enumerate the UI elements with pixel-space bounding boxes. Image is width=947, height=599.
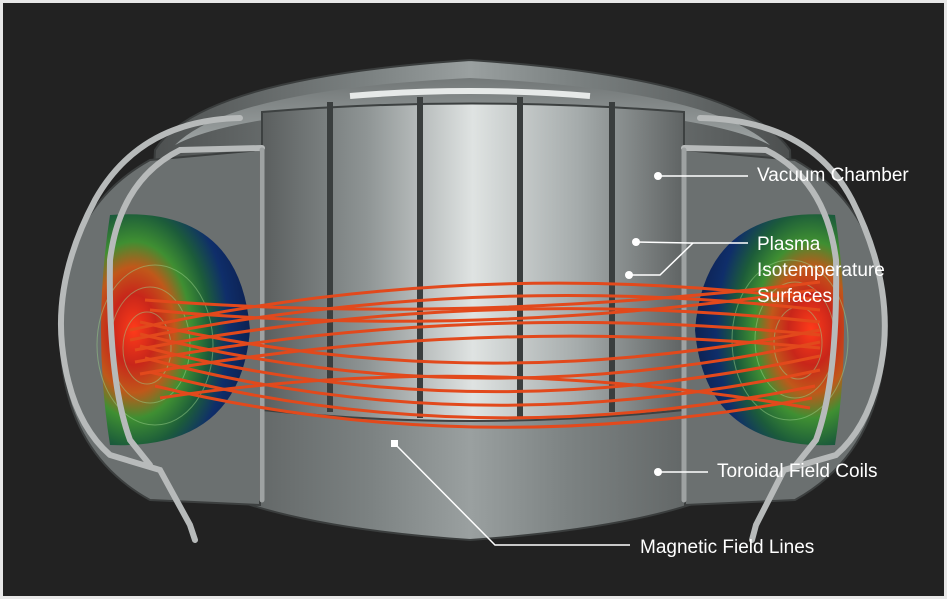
plasma-label-line-1: Plasma <box>757 234 821 255</box>
toroidal-field-coils <box>57 115 888 543</box>
magnetic-field-lines <box>129 280 821 429</box>
plasma-label-line-2: Isotemperature <box>757 260 885 281</box>
callout-lines <box>394 175 748 546</box>
callout-dots <box>391 172 662 476</box>
toroidal-field-coils-label: Toroidal Field Coils <box>717 459 878 485</box>
magnetic-field-lines-text: Magnetic Field Lines <box>640 537 815 558</box>
toroidal-field-coils-text: Toroidal Field Coils <box>717 461 878 482</box>
plasma-surfaces-label: Plasma Isotemperature Surfaces <box>757 232 885 310</box>
plasma-label-line-3: Surfaces <box>757 286 832 307</box>
central-column <box>261 88 685 422</box>
magnetic-field-lines-label: Magnetic Field Lines <box>640 535 814 561</box>
vacuum-chamber-text: Vacuum Chamber <box>757 165 909 186</box>
vacuum-chamber-label: Vacuum Chamber <box>757 163 909 189</box>
